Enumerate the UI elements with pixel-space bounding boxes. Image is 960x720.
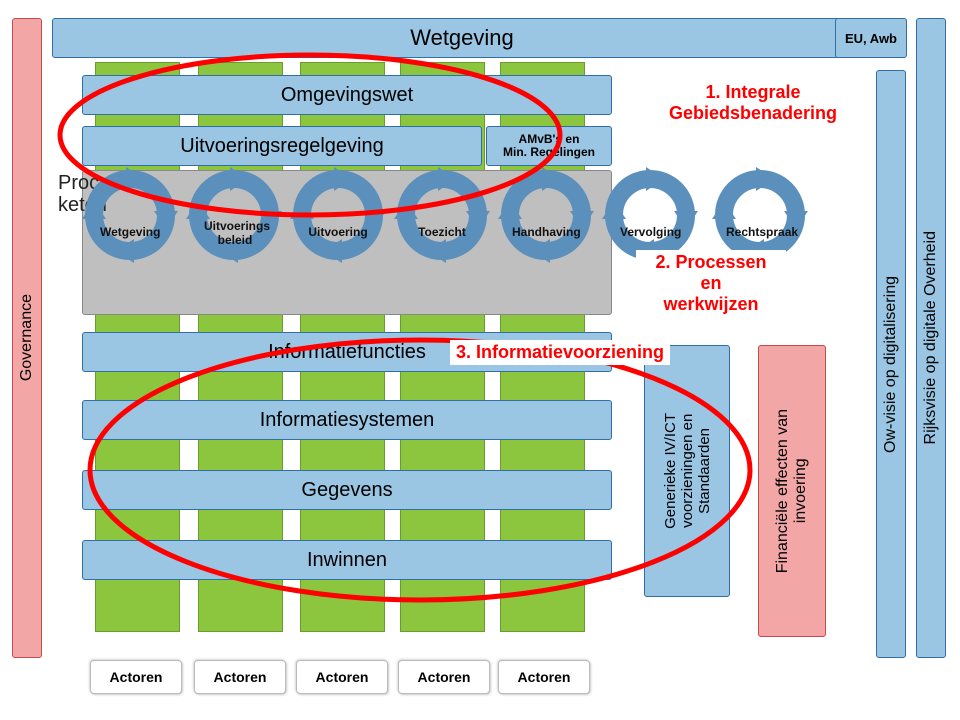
omgevingswet-bar: Omgevingswet [82, 75, 612, 115]
wetgeving-label: Wetgeving [410, 25, 514, 51]
amvb-box: AMvB's en Min. Regelingen [486, 126, 612, 166]
pstep-3: Toezicht [414, 225, 470, 239]
pstep-2: Uitvoering [308, 225, 368, 239]
rijksvisie-label: Rijksvisie op digitale Overheid [922, 231, 940, 444]
actor-3: Actoren [398, 660, 490, 694]
infosys-label: Informatiesystemen [260, 409, 435, 432]
rijksvisie-bar: Rijksvisie op digitale Overheid [916, 18, 946, 658]
governance-label: Governance [18, 294, 36, 381]
red-processen: 2. Processen en werkwijzen [636, 250, 786, 317]
pstep-5: Vervolging [620, 225, 680, 239]
amvb-label: AMvB's en Min. Regelingen [503, 133, 595, 159]
generieke-label: Generieke IV/ICT voorzieningen en Standa… [662, 413, 713, 529]
eu-awb-label: EU, Awb [845, 31, 897, 46]
pstep-0: Wetgeving [100, 225, 160, 239]
pstep-6: Rechtspraak [726, 225, 796, 239]
governance-bar: Governance [12, 18, 42, 658]
generieke-bar: Generieke IV/ICT voorzieningen en Standa… [644, 345, 730, 597]
process-band [82, 170, 612, 315]
gegevens-label: Gegevens [301, 479, 392, 502]
pstep-4: Handhaving [512, 225, 580, 239]
inwinnen-label: Inwinnen [307, 549, 387, 572]
uitvoeringsregel-label: Uitvoeringsregelgeving [180, 135, 383, 158]
gegevens-bar: Gegevens [82, 470, 612, 510]
inwinnen-bar: Inwinnen [82, 540, 612, 580]
proces-keten-label: Proces- keten [58, 172, 127, 216]
financiele-bar: Financiële effecten van invoering [758, 345, 826, 637]
infosys-bar: Informatiesystemen [82, 400, 612, 440]
eu-awb-box: EU, Awb [835, 18, 907, 58]
actor-1: Actoren [194, 660, 286, 694]
red-infovoorz: 3. Informatievoorziening [450, 340, 670, 365]
uitvoeringsregel-bar: Uitvoeringsregelgeving [82, 126, 482, 166]
actor-0: Actoren [90, 660, 182, 694]
actor-2: Actoren [296, 660, 388, 694]
omgevingswet-label: Omgevingswet [281, 84, 413, 107]
pstep-1: Uitvoerings beleid [204, 219, 266, 247]
wetgeving-bar: Wetgeving [52, 18, 872, 58]
owvisie-label: Ow-visie op digitalisering [882, 276, 900, 453]
red-integrale: 1. Integrale Gebiedsbenadering [648, 80, 858, 126]
financiele-label: Financiële effecten van invoering [774, 409, 810, 573]
actor-4: Actoren [498, 660, 590, 694]
infofunct-label: Informatiefuncties [268, 341, 426, 364]
owvisie-bar: Ow-visie op digitalisering [876, 70, 906, 658]
